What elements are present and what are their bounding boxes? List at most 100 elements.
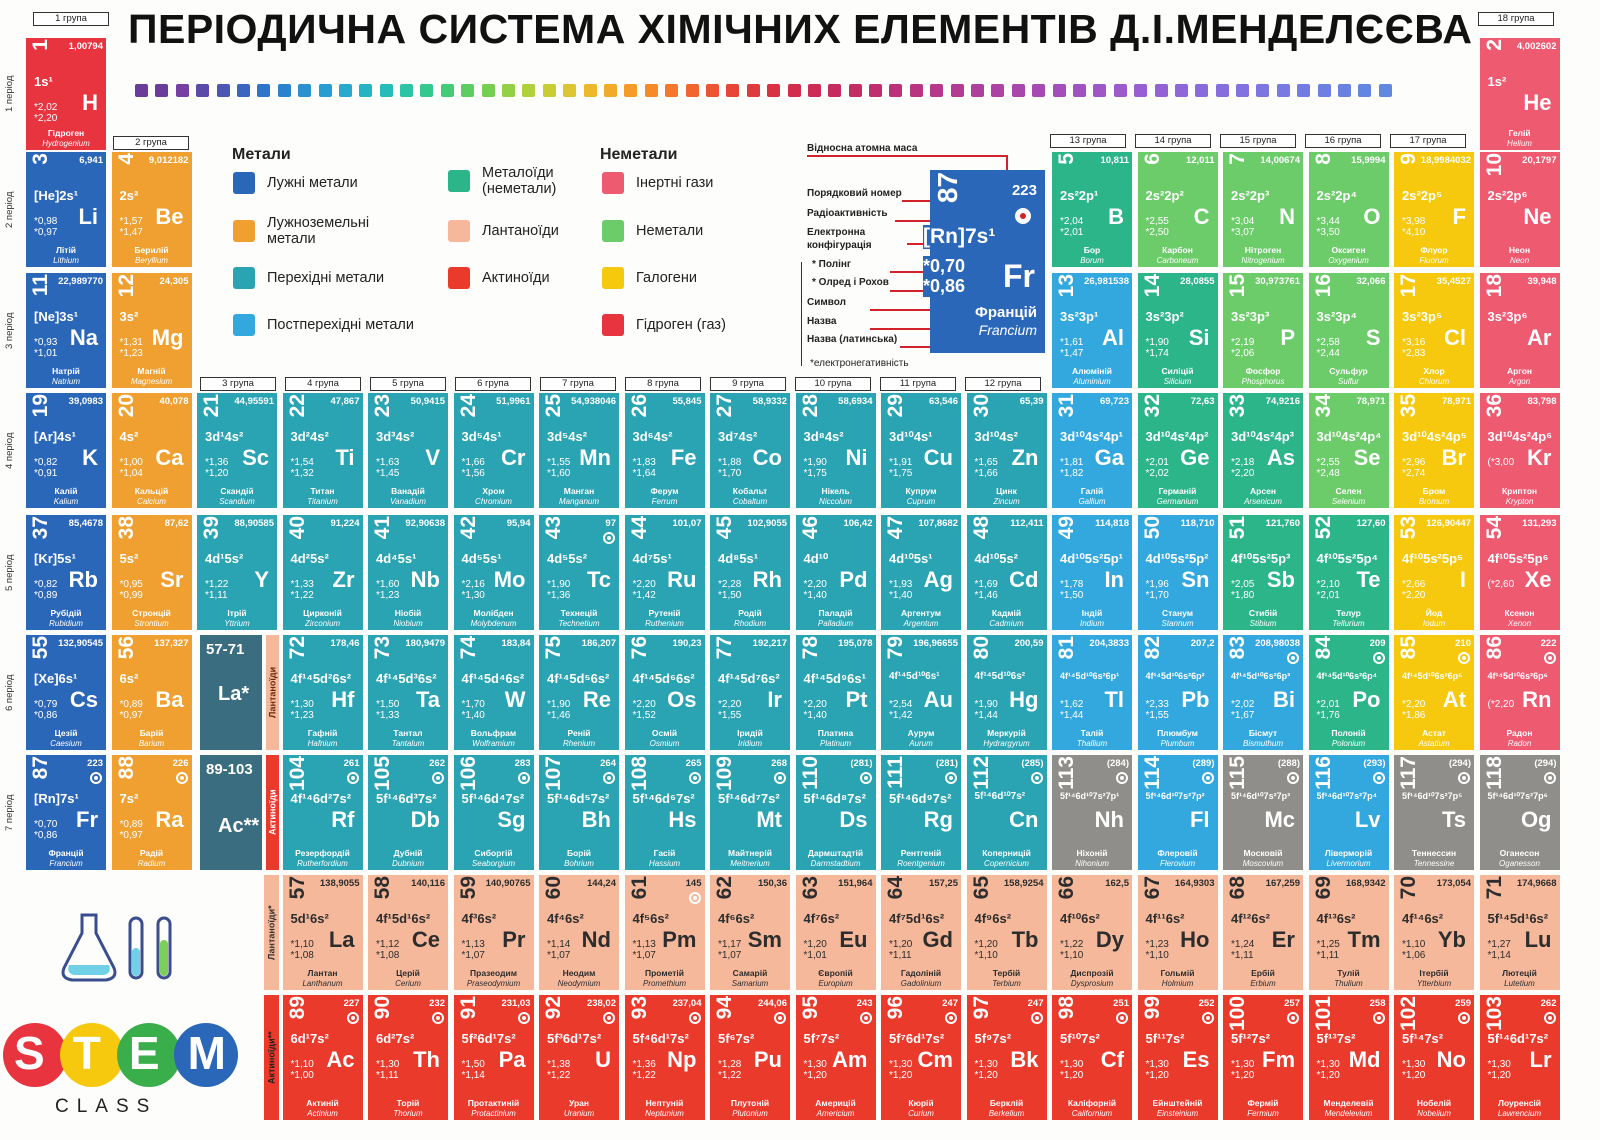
element-cell-pr[interactable]: 59 140,90765 4f³6s² *1,13 *1,07 Pr Празеодим P… [453, 875, 534, 990]
element-cell-cl[interactable]: 17 35,4527 3s²3p⁵ *3,16 *2,83 Cl Хлор Chlorum [1394, 273, 1474, 388]
element-cell-mn[interactable]: 25 54,938046 3d⁵4s² *1,55 *1,60 Mn Манган Mang… [539, 393, 619, 508]
element-cell-zr[interactable]: 40 91,224 4d²5s² *1,33 *1,22 Zr Цирконій Zirco… [282, 515, 363, 630]
element-cell-md[interactable]: 101 258 5f¹³7s² *1,30 *1,20 Md Менделевій Mend… [1308, 995, 1389, 1120]
element-cell-tl[interactable]: 81 204,3833 4f¹⁴5d¹⁰6s²6p¹ *1,62 *1,44 Tl Тал… [1052, 635, 1132, 750]
element-cell-cn[interactable]: 112 (285) 5f¹⁴6d¹⁰7s² Cn Коперницій Copernici… [966, 755, 1047, 870]
element-cell-lr[interactable]: 103 262 5f¹⁴6d¹7s² *1,30 *1,20 Lr Лоуренсій La… [1479, 995, 1560, 1120]
element-cell-au[interactable]: 79 196,96655 4f¹⁴5d¹⁰6s¹ *2,54 *1,42 Au Аурум… [881, 635, 961, 750]
element-cell-sr[interactable]: 38 87,62 5s² *0,95 *0,99 Sr Стронцій Strontium [111, 515, 192, 630]
element-cell-ta[interactable]: 73 180,9479 4f¹⁴5d³6s² *1,50 *1,33 Ta Тантал T… [368, 635, 448, 750]
element-cell-ni[interactable]: 28 58,6934 3d⁸4s² *1,90 *1,75 Ni Нікель Niccol… [795, 393, 876, 508]
element-cell-s[interactable]: 16 32,066 3s²3p⁴ *2,58 *2,44 S Сульфур Sulfur [1308, 273, 1389, 388]
element-cell-mg[interactable]: 12 24,305 3s² *1,31 *1,23 Mg Магній Magnesium [111, 273, 192, 388]
element-cell-dy[interactable]: 66 162,5 4f¹⁰6s² *1,22 *1,10 Dy Диспрозій Dysp… [1052, 875, 1132, 990]
element-cell-ca[interactable]: 20 40,078 4s² *1,00 *1,04 Ca Кальцій Calcium [111, 393, 192, 508]
element-cell-la[interactable]: 57 138,9055 5d¹6s² *1,10 *1,08 La Лантан Lanth… [282, 875, 363, 990]
element-cell-o[interactable]: 8 15,9994 2s²2p⁴ *3,44 *3,50 O Оксиген Oxygeni… [1308, 152, 1389, 267]
element-cell-rn[interactable]: 86 222 4f¹⁴5d¹⁰6s²6p⁶ (*2,20 Rn Радон Radon [1479, 635, 1560, 750]
element-cell-in[interactable]: 49 114,818 4d¹⁰5s²5p¹ *1,78 *1,50 In Індій Ind… [1052, 515, 1132, 630]
element-cell-eu[interactable]: 63 151,964 4f⁷6s² *1,20 *1,01 Eu Європій Europ… [795, 875, 876, 990]
element-cell-ba[interactable]: 56 137,327 6s² *0,89 *0,97 Ba Барій Barium [111, 635, 192, 750]
element-cell-es[interactable]: 99 252 5f¹¹7s² *1,30 *1,20 Es Ейнштейній Einst… [1137, 995, 1218, 1120]
element-cell-hf[interactable]: 72 178,46 4f¹⁴5d²6s² *1,30 *1,23 Hf Гафній Haf… [282, 635, 363, 750]
element-cell-ra[interactable]: 88 226 7s² *0,89 *0,97 Ra Радій Radium [111, 755, 192, 870]
element-cell-nd[interactable]: 60 144,24 4f⁴6s² *1,14 *1,07 Nd Неодим Neodymi… [539, 875, 619, 990]
element-cell-li[interactable]: 3 6,941 [He]2s¹ *0,98 *0,97 Li Літій Lithium [26, 152, 106, 267]
element-cell-os[interactable]: 76 190,23 4f¹⁴5d⁶6s² *2,20 *1,52 Os Осмій Osmi… [624, 635, 705, 750]
element-cell-xe[interactable]: 54 131,293 4f¹⁰5s²5p⁶ (*2,60 Xe Ксенон Xenon [1479, 515, 1560, 630]
element-cell-po[interactable]: 84 209 4f¹⁴5d¹⁰6s²6p⁴ *2,01 *1,76 Po Полоній P… [1308, 635, 1389, 750]
element-cell-ga[interactable]: 31 69,723 3d¹⁰4s²4p¹ *1,81 *1,82 Ga Галій Gall… [1052, 393, 1132, 508]
element-cell-ar[interactable]: 18 39,948 3s²3p⁶ Ar Аргон Argon [1479, 273, 1560, 388]
element-cell-n[interactable]: 7 14,00674 2s²2p³ *3,04 *3,07 N Нітроген Nitro… [1223, 152, 1303, 267]
element-cell-te[interactable]: 52 127,60 4f¹⁰5s²5p⁴ *2,10 *2,01 Te Телур Tell… [1308, 515, 1389, 630]
element-cell-sm[interactable]: 62 150,36 4f⁶6s² *1,17 *1,07 Sm Самарій Samari… [710, 875, 790, 990]
element-cell-ts[interactable]: 117 (294) 5f¹⁴6d¹⁰7s²7p⁵ Ts Теннессин Tenness… [1394, 755, 1474, 870]
element-cell-yb[interactable]: 70 173,054 4f¹⁴6s² *1,10 *1,06 Yb Ітербій Ytte… [1394, 875, 1474, 990]
element-cell-zn[interactable]: 30 65,39 3d¹⁰4s² *1,65 *1,66 Zn Цинк Zincum [966, 393, 1047, 508]
element-cell-ag[interactable]: 47 107,8682 4d¹⁰5s¹ *1,93 *1,40 Ag Аргентум Ar… [881, 515, 961, 630]
element-cell-cf[interactable]: 98 251 5f¹⁰7s² *1,30 *1,20 Cf Каліфорній Calif… [1052, 995, 1132, 1120]
element-cell-pu[interactable]: 94 244,06 5f⁶7s² *1,28 *1,22 Pu Плутоній Pluto… [710, 995, 790, 1120]
element-cell-gd[interactable]: 64 157,25 4f⁷5d¹6s² *1,20 *1,11 Gd Гадоліній G… [881, 875, 961, 990]
element-cell-na[interactable]: 11 22,989770 [Ne]3s¹ *0,93 *1,01 Na Натрій Nat… [26, 273, 106, 388]
element-cell-k[interactable]: 19 39,0983 [Ar]4s¹ *0,82 *0,91 K Калій Kalium [26, 393, 106, 508]
element-cell-rg[interactable]: 111 (281) 5f¹⁴6d⁹7s² Rg Рентгеній Roentgenium [881, 755, 961, 870]
element-cell-w[interactable]: 74 183,84 4f¹⁴5d⁴6s² *1,70 *1,40 W Вольфрам Wo… [453, 635, 534, 750]
element-cell-fm[interactable]: 100 257 5f¹²7s² *1,30 *1,20 Fm Фермій Fermium [1223, 995, 1303, 1120]
element-cell-ds[interactable]: 110 (281) 5f¹⁴6d⁸7s² Ds Дармштадтій Darmstadt… [795, 755, 876, 870]
element-cell-bk[interactable]: 97 247 5f⁹7s² *1,30 *1,20 Bk Берклій Berkelium [966, 995, 1047, 1120]
element-cell-at[interactable]: 85 210 4f¹⁴5d¹⁰6s²6p⁵ *2,20 *1,86 At Астат Ast… [1394, 635, 1474, 750]
element-cell-th[interactable]: 90 232 6d²7s² *1,30 *1,11 Th Торій Thorium [368, 995, 448, 1120]
element-cell-y[interactable]: 39 88,90585 4d¹5s² *1,22 *1,11 Y Ітрій Yttrium [197, 515, 277, 630]
element-cell-np[interactable]: 93 237,04 5f⁴6d¹7s² *1,36 *1,22 Np Нептуній Ne… [624, 995, 705, 1120]
element-cell-ir[interactable]: 77 192,217 4f¹⁴5d⁷6s² *2,20 *1,55 Ir Іридій Ir… [710, 635, 790, 750]
element-cell-ho[interactable]: 67 164,9303 4f¹¹6s² *1,23 *1,10 Ho Гольмій Hol… [1137, 875, 1218, 990]
element-cell-bi[interactable]: 83 208,98038 4f¹⁴5d¹⁰6s²6p³ *2,02 *1,67 Bi Бі… [1223, 635, 1303, 750]
element-cell-og[interactable]: 118 (294) 5f¹⁴6d¹⁰7s²7p⁶ Og Оганесон Oganesso… [1479, 755, 1560, 870]
element-cell-lu[interactable]: 71 174,9668 5f¹⁴5d¹6s² *1,27 *1,14 Lu Лютецій… [1479, 875, 1560, 990]
element-cell-ti[interactable]: 22 47,867 3d²4s² *1,54 *1,32 Ti Титан Titanium [282, 393, 363, 508]
element-cell-f[interactable]: 9 18,9984032 2s²2p⁵ *3,98 *4,10 F Флуор Fluoru… [1394, 152, 1474, 267]
element-cell-kr[interactable]: 36 83,798 3d¹⁰4s²4p⁶ (*3,00 Kr Криптон Krypton [1479, 393, 1560, 508]
element-cell-ac[interactable]: 89 227 6d¹7s² *1,10 *1,00 Ac Актиній Actinium [282, 995, 363, 1120]
element-cell-re[interactable]: 75 186,207 4f¹⁴5d⁵6s² *1,90 *1,46 Re Реній Rhe… [539, 635, 619, 750]
element-cell-pa[interactable]: 91 231,03 5f²6d¹7s² *1,50 *1,14 Pa Протактині… [453, 995, 534, 1120]
element-cell-hg[interactable]: 80 200,59 4f¹⁴5d¹⁰6s² *1,90 *1,44 Hg Меркурій… [966, 635, 1047, 750]
element-cell-sn[interactable]: 50 118,710 4d¹⁰5s²5p² *1,96 *1,70 Sn Станум St… [1137, 515, 1218, 630]
element-cell-er[interactable]: 68 167,259 4f¹²6s² *1,24 *1,11 Er Ербій Erbium [1223, 875, 1303, 990]
element-cell-ce[interactable]: 58 140,116 4f¹5d¹6s² *1,12 *1,08 Ce Церій Ceri… [368, 875, 448, 990]
element-cell-lv[interactable]: 116 (293) 5f¹⁴6d¹⁰7s²7p⁴ Lv Ліверморій Liverm… [1308, 755, 1389, 870]
element-cell-ne[interactable]: 10 20,1797 2s²2p⁶ Ne Неон Neon [1479, 152, 1560, 267]
element-cell-ge[interactable]: 32 72,63 3d¹⁰4s²4p² *2,01 *2,02 Ge Германій Ge… [1137, 393, 1218, 508]
element-cell-v[interactable]: 23 50,9415 3d³4s² *1,63 *1,45 V Ванадій Vanadi… [368, 393, 448, 508]
element-cell-bh[interactable]: 107 264 5f¹⁴6d⁵7s² Bh Борій Bohrium [539, 755, 619, 870]
element-cell-rh[interactable]: 45 102,9055 4d⁸5s¹ *2,28 *1,50 Rh Родій Rhodiu… [710, 515, 790, 630]
element-cell-sb[interactable]: 51 121,760 4f¹⁰5s²5p³ *2,05 *1,80 Sb Стибій St… [1223, 515, 1303, 630]
element-cell-sg[interactable]: 106 283 5f¹⁴6d⁴7s² Sg Сиборгій Seaborgium [453, 755, 534, 870]
element-cell-tc[interactable]: 43 97 4d⁵5s² *1,90 *1,36 Tc Технецій Technetiu… [539, 515, 619, 630]
element-cell-sc[interactable]: 21 44,95591 3d¹4s² *1,36 *1,20 Sc Скандій Scan… [197, 393, 277, 508]
element-cell-db[interactable]: 105 262 5f¹⁴6d³7s² Db Дубній Dubnium [368, 755, 448, 870]
element-cell-fl[interactable]: 114 (289) 5f¹⁴6d¹⁰7s²7p² Fl Флеровій Fleroviu… [1137, 755, 1218, 870]
element-cell-al[interactable]: 13 26,981538 3s²3p¹ *1,61 *1,47 Al Алюміній Al… [1052, 273, 1132, 388]
element-cell-p[interactable]: 15 30,973761 3s²3p³ *2,19 *2,06 P Фосфор Phosp… [1223, 273, 1303, 388]
element-cell-mo[interactable]: 42 95,94 4d⁵5s¹ *2,16 *1,30 Mo Молібден Molybd… [453, 515, 534, 630]
element-cell-i[interactable]: 53 126,90447 4f¹⁰5s²5p⁵ *2,66 *2,20 I Йод Iodu… [1394, 515, 1474, 630]
element-cell-as[interactable]: 33 74,9216 3d¹⁰4s²4p³ *2,18 *2,20 As Арсен Ars… [1223, 393, 1303, 508]
element-cell-cm[interactable]: 96 247 5f⁷6d¹7s² *1,30 *1,20 Cm Кюрій Curium [881, 995, 961, 1120]
element-cell-nb[interactable]: 41 92,90638 4d⁴5s¹ *1,60 *1,23 Nb Ніобій Niobi… [368, 515, 448, 630]
element-cell-cd[interactable]: 48 112,411 4d¹⁰5s² *1,69 *1,46 Cd Кадмій Cadmi… [966, 515, 1047, 630]
element-cell-mc[interactable]: 115 (288) 5f¹⁴6d¹⁰7s²7p³ Mc Московій Moscoviu… [1223, 755, 1303, 870]
element-cell-cu[interactable]: 29 63,546 3d¹⁰4s¹ *1,91 *1,75 Cu Купрум Cuprum [881, 393, 961, 508]
element-cell-rb[interactable]: 37 85,4678 [Kr]5s¹ *0,82 *0,89 Rb Рубідій Rubi… [26, 515, 106, 630]
element-cell-no[interactable]: 102 259 5f¹⁴7s² *1,30 *1,20 No Нобелій Nobeliu… [1394, 995, 1474, 1120]
element-cell-am[interactable]: 95 243 5f⁷7s² *1,30 *1,20 Am Америцій Americiu… [795, 995, 876, 1120]
element-cell-hs[interactable]: 108 265 5f¹⁴6d⁶7s² Hs Гасій Hassium [624, 755, 705, 870]
element-cell-ru[interactable]: 44 101,07 4d⁷5s¹ *2,20 *1,42 Ru Рутеній Ruthen… [624, 515, 705, 630]
element-cell-h[interactable]: 1 1,00794 1s¹ *2,02 *2,20 H Гідроген Hydrogeni… [26, 38, 106, 150]
element-cell-cr[interactable]: 24 51,9961 3d⁵4s¹ *1,66 *1,56 Cr Хром Chromium [453, 393, 534, 508]
element-cell-be[interactable]: 4 9,012182 2s² *1,57 *1,47 Be Берилій Berylliu… [111, 152, 192, 267]
element-cell-tb[interactable]: 65 158,9254 4f⁹6s² *1,20 *1,10 Tb Тербій Terbi… [966, 875, 1047, 990]
element-cell-si[interactable]: 14 28,0855 3s²3p² *1,90 *1,74 Si Силіцій Silic… [1137, 273, 1218, 388]
